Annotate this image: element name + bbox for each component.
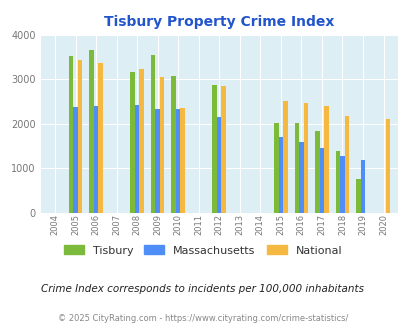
Bar (385, 119, 389, 213)
Bar (282, 101, 287, 213)
Bar (294, 123, 298, 213)
Title: Tisbury Property Crime Index: Tisbury Property Crime Index (104, 15, 334, 29)
Bar (160, 78, 164, 213)
Bar (73, 107, 78, 213)
Bar (180, 108, 185, 213)
Bar (94, 106, 98, 213)
Bar (314, 131, 319, 213)
Bar (298, 143, 303, 213)
Bar (273, 123, 278, 213)
Bar (130, 72, 134, 213)
Bar (139, 69, 143, 213)
Bar (212, 85, 216, 213)
Bar (303, 103, 307, 213)
Bar (355, 180, 360, 213)
Bar (98, 63, 102, 213)
Bar (335, 151, 339, 213)
Bar (360, 160, 364, 213)
Bar (68, 56, 73, 213)
Bar (171, 76, 175, 213)
Text: © 2025 CityRating.com - https://www.cityrating.com/crime-statistics/: © 2025 CityRating.com - https://www.city… (58, 314, 347, 323)
Text: Crime Index corresponds to incidents per 100,000 inhabitants: Crime Index corresponds to incidents per… (41, 284, 364, 294)
Bar (134, 106, 139, 213)
Bar (151, 55, 155, 213)
Bar (323, 106, 328, 213)
Bar (89, 50, 94, 213)
Bar (339, 156, 344, 213)
Bar (216, 116, 221, 213)
Bar (175, 109, 180, 213)
Legend: Tisbury, Massachusetts, National: Tisbury, Massachusetts, National (59, 241, 346, 260)
Bar (344, 116, 348, 213)
Bar (319, 148, 323, 213)
Bar (221, 86, 226, 213)
Bar (78, 60, 82, 213)
Bar (155, 109, 160, 213)
Bar (278, 137, 282, 213)
